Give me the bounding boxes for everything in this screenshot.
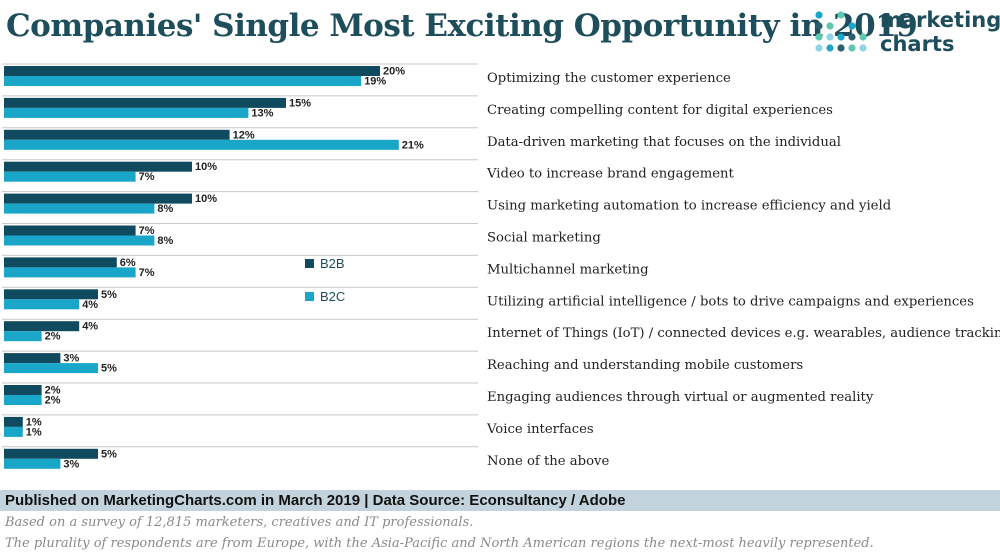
bar-b2c xyxy=(4,363,98,374)
data-label-b2b: 2% xyxy=(45,385,61,397)
data-label-b2b: 3% xyxy=(63,353,79,365)
category-label: Reaching and understanding mobile custom… xyxy=(487,358,803,373)
data-label-b2b: 4% xyxy=(82,321,98,333)
bar-b2c xyxy=(4,267,136,278)
bar-b2c xyxy=(4,139,399,150)
bar-b2b xyxy=(4,321,80,332)
bar-b2c xyxy=(4,299,80,310)
bar-b2c xyxy=(4,107,249,118)
data-label-b2c: 8% xyxy=(157,203,173,215)
logo-dot xyxy=(826,33,834,41)
bar-b2b xyxy=(4,66,380,76)
logo-dots-icon xyxy=(815,11,867,52)
data-label-b2b: 7% xyxy=(139,225,155,237)
data-label-b2c: 21% xyxy=(402,139,424,151)
bar-b2b xyxy=(4,193,192,204)
marketingcharts-logo: marketing charts xyxy=(814,8,1000,60)
bar-b2b xyxy=(4,416,23,427)
legend-label-b2b: B2B xyxy=(320,256,345,271)
logo-dot xyxy=(837,44,845,52)
chart-title: Companies' Single Most Exciting Opportun… xyxy=(6,8,918,44)
logo-dot xyxy=(859,33,867,41)
category-label: Multichannel marketing xyxy=(487,262,649,277)
logo-dot xyxy=(848,44,856,52)
data-label-b2c: 2% xyxy=(45,331,61,343)
footer-note-2: The plurality of respondents are from Eu… xyxy=(5,536,874,551)
data-label-b2c: 3% xyxy=(63,458,79,470)
category-label: Video to increase brand engagement xyxy=(486,167,735,182)
footer-note-1: Based on a survey of 12,815 marketers, c… xyxy=(5,515,474,530)
logo-dot xyxy=(815,22,823,30)
data-label-b2c: 8% xyxy=(157,235,173,247)
category-label: Engaging audiences through virtual or au… xyxy=(487,390,874,405)
data-label-b2b: 12% xyxy=(233,129,255,141)
bar-chart: 20%19% Optimizing the customer experience… xyxy=(2,63,1000,470)
logo-line-1: marketing xyxy=(880,8,1000,32)
bar-b2b xyxy=(4,289,98,300)
data-label-b2b: 10% xyxy=(195,161,217,173)
logo-dot xyxy=(815,11,823,19)
bar-b2c xyxy=(4,458,61,469)
footer-bar: Published on MarketingCharts.com in Marc… xyxy=(0,490,1000,511)
data-label-b2c: 7% xyxy=(139,267,155,279)
category-label: Data-driven marketing that focuses on th… xyxy=(487,135,841,150)
bar-b2c xyxy=(4,76,362,86)
logo-dot xyxy=(815,33,823,41)
category-label: Internet of Things (IoT) / connected dev… xyxy=(487,326,1000,341)
logo-dot xyxy=(826,44,834,52)
data-label-b2c: 2% xyxy=(45,395,61,407)
category-label: Optimizing the customer experience xyxy=(487,71,731,86)
bar-b2b xyxy=(4,225,136,236)
bar-b2b xyxy=(4,161,192,172)
data-label-b2b: 10% xyxy=(195,193,217,205)
bar-b2c xyxy=(4,171,136,182)
bar-b2b xyxy=(4,353,61,364)
bar-b2c xyxy=(4,426,23,437)
category-label: Voice interfaces xyxy=(486,422,594,437)
legend-swatch-b2b xyxy=(305,259,314,268)
bar-b2c xyxy=(4,331,42,342)
bar-b2b xyxy=(4,97,286,108)
data-label-b2b: 5% xyxy=(101,289,117,301)
data-label-b2b: 6% xyxy=(120,257,136,269)
category-label: Social marketing xyxy=(487,231,601,246)
bar-b2b xyxy=(4,448,98,459)
logo-dot xyxy=(848,33,856,41)
legend-label-b2c: B2C xyxy=(320,289,345,304)
data-label-b2c: 13% xyxy=(251,107,273,119)
logo-dot xyxy=(837,11,845,19)
data-label-b2c: 5% xyxy=(101,363,117,375)
footer-source: Published on MarketingCharts.com in Marc… xyxy=(5,492,626,509)
data-label-b2c: 1% xyxy=(26,426,42,438)
data-label-b2c: 4% xyxy=(82,299,98,311)
logo-dot xyxy=(826,22,834,30)
logo-dot xyxy=(815,44,823,52)
logo-dot xyxy=(859,44,867,52)
data-label-b2c: 7% xyxy=(139,171,155,183)
category-label: Utilizing artificial intelligence / bots… xyxy=(487,294,974,309)
bar-b2b xyxy=(4,385,42,395)
bar-b2c xyxy=(4,395,42,405)
data-label-b2b: 15% xyxy=(289,97,311,109)
logo-dot xyxy=(837,33,845,41)
data-label-b2b: 5% xyxy=(101,448,117,460)
logo-line-2: charts xyxy=(880,32,955,56)
bar-b2b xyxy=(4,257,117,268)
category-label: Creating compelling content for digital … xyxy=(487,103,833,118)
category-label: None of the above xyxy=(487,454,609,469)
bar-b2c xyxy=(4,203,155,214)
legend-swatch-b2c xyxy=(305,292,314,301)
data-label-b2c: 19% xyxy=(364,76,386,88)
category-label: Using marketing automation to increase e… xyxy=(487,199,892,214)
data-label-b2b: 20% xyxy=(383,66,405,78)
data-label-b2b: 1% xyxy=(26,416,42,428)
bar-b2b xyxy=(4,129,230,140)
bar-b2c xyxy=(4,235,155,246)
logo-dot xyxy=(848,22,856,30)
